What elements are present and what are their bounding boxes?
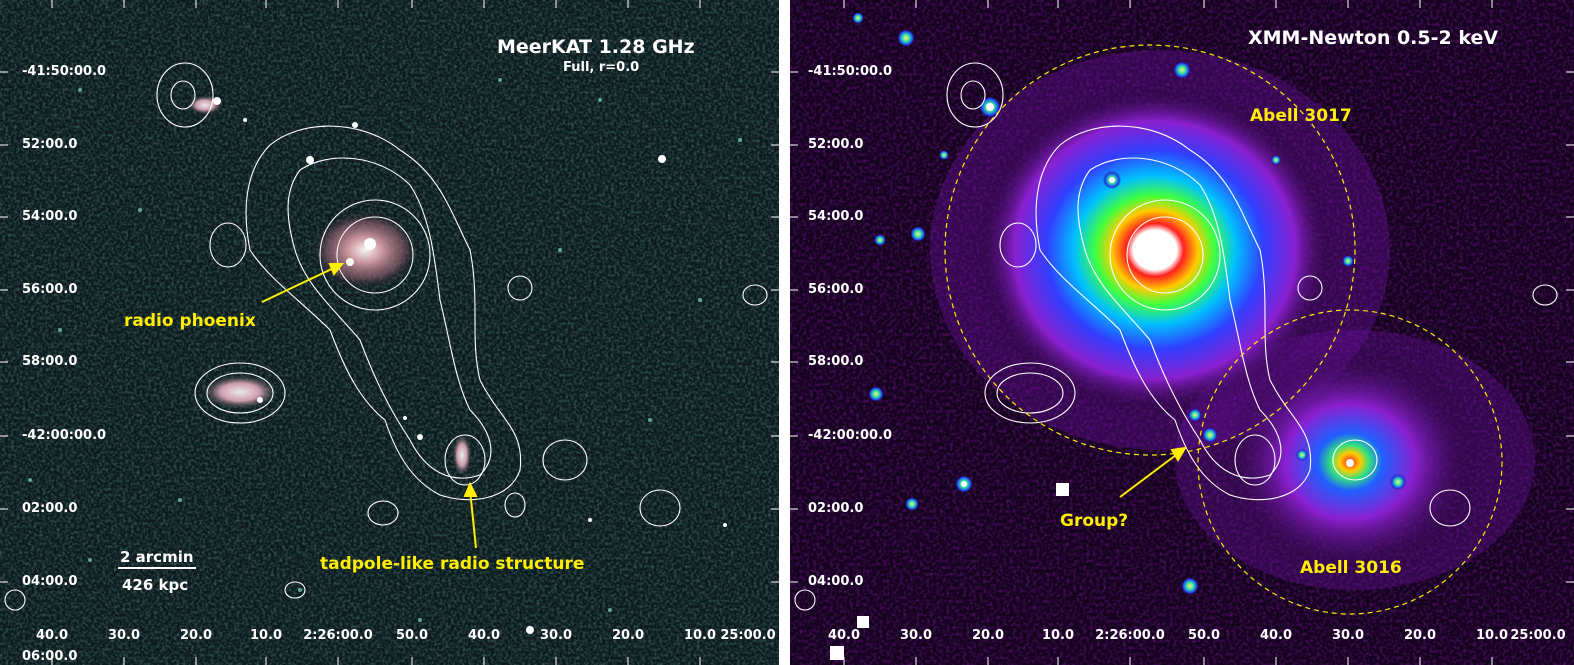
ra-tick-label: 25:00.0: [720, 628, 776, 643]
dec-tick-label: -42:00:00.0: [22, 428, 107, 443]
ra-tick-label: 20.0: [1403, 628, 1437, 643]
dec-tick-label: -41:50:00.0: [808, 64, 893, 79]
dec-tick-label: 06:00.0: [22, 649, 78, 664]
ra-tick-label: 50.0: [1187, 628, 1221, 643]
ra-tick-label: 40.0: [467, 628, 501, 643]
group-arrow: [1119, 446, 1187, 498]
scale-bar-physical: 426 kpc: [122, 576, 189, 594]
dec-tick-label: 04:00.0: [22, 574, 78, 589]
ra-tick-label: 30.0: [107, 628, 141, 643]
abell-3016-label: Abell 3016: [1300, 558, 1402, 578]
meerkat-title: MeerKAT 1.28 GHz: [497, 36, 695, 58]
dec-tick-label: 54:00.0: [22, 209, 78, 224]
dec-tick-label: 52:00.0: [808, 137, 864, 152]
dec-tick-label: 54:00.0: [808, 209, 864, 224]
dec-tick-label: 56:00.0: [22, 282, 78, 297]
xmm-image: [790, 0, 1574, 665]
ra-tick-label: 50.0: [395, 628, 429, 643]
scale-bar-angular: 2 arcmin: [120, 548, 194, 566]
xmm-panel: XMM-Newton 0.5-2 keV Abell 3017 Abell 30…: [790, 0, 1574, 665]
masked-squares: [830, 483, 1069, 660]
dec-tick-label: 04:00.0: [808, 574, 864, 589]
ra-tick-label: 2:26:00.0: [1095, 628, 1165, 643]
ra-tick-label: 10.0: [1041, 628, 1075, 643]
ra-tick-label: 40.0: [827, 628, 861, 643]
frame-ticks: [790, 0, 1574, 665]
abell-3017-label: Abell 3017: [1250, 106, 1352, 126]
ra-tick-label: 20.0: [611, 628, 645, 643]
radio-phoenix-label: radio phoenix: [124, 311, 256, 331]
dec-tick-label: 52:00.0: [22, 137, 78, 152]
annotation-arrows: [261, 263, 478, 549]
dec-tick-label: 56:00.0: [808, 282, 864, 297]
dec-tick-label: 58:00.0: [808, 354, 864, 369]
dec-tick-label: 02:00.0: [22, 501, 78, 516]
radio-point-sources: [213, 97, 727, 634]
ra-tick-label: 40.0: [1259, 628, 1293, 643]
abell-3017-circle: [944, 44, 1356, 456]
dec-tick-label: -42:00:00.0: [808, 428, 893, 443]
ra-tick-label: 30.0: [899, 628, 933, 643]
dec-tick-label: 58:00.0: [22, 354, 78, 369]
meerkat-panel: MeerKAT 1.28 GHz Full, r=0.0 radio phoen…: [0, 0, 779, 665]
ra-tick-label: 20.0: [971, 628, 1005, 643]
dec-tick-label: -41:50:00.0: [22, 64, 107, 79]
ra-tick-label: 10.0: [249, 628, 283, 643]
ra-tick-label: 20.0: [179, 628, 213, 643]
dec-tick-label: 02:00.0: [808, 501, 864, 516]
radio-phoenix-emission: [310, 210, 420, 290]
ra-tick-label: 10.0: [1475, 628, 1509, 643]
xray-point-sources: [852, 12, 1406, 595]
ra-tick-label: 25:00.0: [1510, 628, 1566, 643]
tadpole-label: tadpole-like radio structure: [320, 554, 585, 574]
meerkat-image: [0, 0, 779, 665]
abell-3016-circle: [1197, 309, 1503, 615]
ra-tick-label: 2:26:00.0: [303, 628, 373, 643]
tadpole-emission: [452, 433, 472, 477]
frame-ticks: [0, 0, 779, 665]
meerkat-subtitle: Full, r=0.0: [563, 60, 640, 75]
ra-tick-label: 30.0: [1331, 628, 1365, 643]
xmm-title: XMM-Newton 0.5-2 keV: [1248, 27, 1499, 49]
radio-contours: [794, 62, 1558, 611]
group-label: Group?: [1060, 511, 1129, 531]
ra-tick-label: 30.0: [539, 628, 573, 643]
abell-3017-emission: [975, 85, 1335, 415]
xray-contours: [4, 62, 768, 611]
ra-tick-label: 10.0: [683, 628, 717, 643]
ra-tick-label: 40.0: [35, 628, 69, 643]
